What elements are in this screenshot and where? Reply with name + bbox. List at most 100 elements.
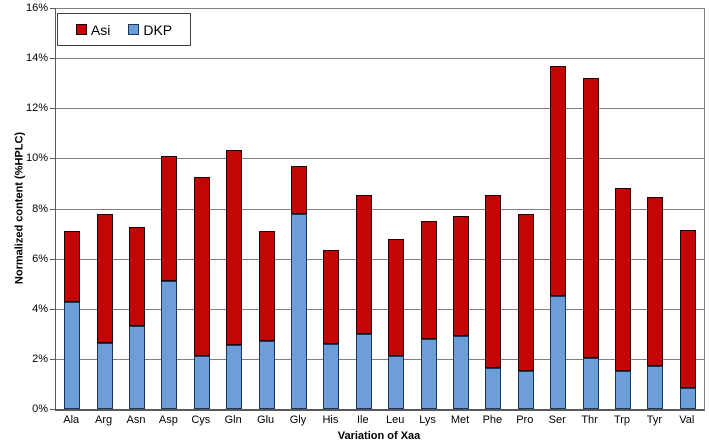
gridline-6 [56, 258, 704, 260]
bar-group-asn [129, 227, 145, 409]
x-tick-label-asp: Asp [158, 414, 178, 426]
bar-group-cys [193, 177, 210, 409]
y-tick-mark-12 [50, 108, 55, 110]
bar-segment-asi-val [679, 229, 696, 388]
legend-item-dkp: DKP [128, 22, 172, 38]
bar-segment-asi-his [323, 249, 340, 344]
bar-group-ala [64, 231, 81, 409]
bar-segment-dkp-ala [64, 302, 81, 409]
gridline-8 [56, 208, 704, 210]
x-tick-label-trp: Trp [613, 414, 631, 426]
bar-segment-asi-leu [388, 238, 405, 357]
bar-segment-asi-tyr [647, 197, 664, 367]
bar-segment-dkp-thr [582, 357, 599, 409]
x-tick-label-gln: Gln [224, 414, 242, 426]
y-tick-label-14: 14% [25, 52, 48, 65]
bar-group-tyr [647, 197, 664, 409]
y-tick-mark-16 [50, 8, 55, 9]
y-tick-label-4: 4% [32, 302, 48, 315]
x-tick-label-his: His [322, 414, 339, 426]
bar-group-glu [258, 231, 275, 409]
x-tick-label-pro: Pro [516, 414, 534, 426]
plot-area [55, 8, 705, 411]
x-tick-label-phe: Phe [482, 414, 503, 426]
y-tick-label-0: 0% [32, 403, 48, 415]
bar-group-pro [517, 213, 534, 409]
x-tick-label-ser: Ser [548, 414, 566, 426]
y-tick-mark-6 [50, 258, 55, 260]
bar-segment-asi-phe [485, 194, 502, 368]
x-tick-label-ile: Ile [356, 414, 369, 426]
y-tick-mark-0 [50, 409, 55, 410]
bar-group-lys [420, 221, 437, 409]
x-tick-label-cys: Cys [191, 414, 211, 426]
bar-group-gly [291, 165, 307, 409]
bar-segment-asi-glu [258, 231, 275, 342]
x-tick-label-val: Val [679, 414, 695, 426]
bar-segment-dkp-met [453, 336, 469, 409]
x-tick-label-arg: Arg [95, 414, 113, 426]
y-tick-mark-2 [50, 358, 55, 360]
gridline-16 [56, 8, 704, 9]
bar-segment-asi-asn [129, 227, 145, 327]
legend-swatch-asi-icon [75, 24, 87, 35]
y-tick-mark-4 [50, 308, 55, 310]
bar-segment-dkp-phe [485, 367, 502, 409]
bar-group-phe [485, 194, 502, 409]
x-tick-label-tyr: Tyr [646, 414, 663, 426]
gridline-12 [56, 108, 704, 110]
bar-segment-dkp-val [679, 387, 696, 409]
x-tick-label-gly: Gly [289, 414, 307, 426]
bar-segment-asi-ser [550, 65, 567, 297]
bar-segment-dkp-asn [129, 326, 145, 409]
bar-segment-asi-ala [64, 231, 81, 303]
bar-group-his [323, 249, 340, 409]
bar-group-met [453, 216, 469, 409]
y-tick-label-2: 2% [32, 352, 48, 365]
bar-segment-dkp-pro [517, 371, 534, 409]
bar-segment-dkp-his [323, 343, 340, 409]
y-tick-label-8: 8% [32, 202, 48, 215]
legend-item-asi: Asi [75, 21, 111, 38]
bar-segment-dkp-cys [193, 356, 210, 409]
bar-group-val [679, 229, 696, 409]
gridline-2 [56, 358, 704, 360]
x-tick-label-ala: Ala [63, 414, 80, 426]
x-tick-label-lys: Lys [419, 414, 436, 426]
bar-group-ser [550, 65, 567, 409]
legend-label-asi: Asi [90, 21, 111, 38]
bar-segment-dkp-glu [258, 341, 275, 409]
bar-group-asp [161, 155, 178, 409]
bar-segment-asi-arg [96, 213, 113, 343]
y-tick-label-10: 10% [25, 152, 48, 165]
bar-segment-asi-gln [226, 149, 243, 346]
x-tick-label-met: Met [450, 414, 470, 426]
bar-group-arg [96, 213, 113, 409]
bar-group-ile [355, 194, 372, 409]
bar-segment-asi-cys [193, 177, 210, 357]
bar-segment-dkp-ser [550, 296, 567, 409]
x-tick-label-asn: Asn [126, 414, 146, 426]
y-tick-label-16: 16% [25, 2, 48, 14]
bar-segment-dkp-asp [161, 281, 178, 409]
bar-segment-dkp-gly [291, 213, 307, 409]
bar-segment-dkp-tyr [647, 366, 664, 409]
legend: Asi DKP [57, 13, 191, 46]
bar-segment-asi-trp [615, 188, 631, 372]
bar-segment-dkp-leu [388, 356, 405, 409]
y-tick-mark-14 [50, 58, 55, 60]
bar-segment-dkp-gln [226, 345, 243, 409]
gridline-14 [56, 58, 704, 60]
bar-segment-dkp-arg [96, 342, 113, 409]
gridline-10 [56, 158, 704, 160]
bar-group-gln [226, 149, 243, 409]
x-axis-title: Variation of Xaa [337, 430, 421, 442]
bar-segment-asi-gly [291, 165, 307, 214]
bar-segment-asi-lys [420, 221, 437, 339]
bar-segment-dkp-ile [355, 333, 372, 409]
x-tick-label-glu: Glu [257, 414, 275, 426]
bar-segment-asi-pro [517, 213, 534, 372]
y-tick-mark-10 [50, 158, 55, 160]
bar-group-thr [582, 78, 599, 409]
